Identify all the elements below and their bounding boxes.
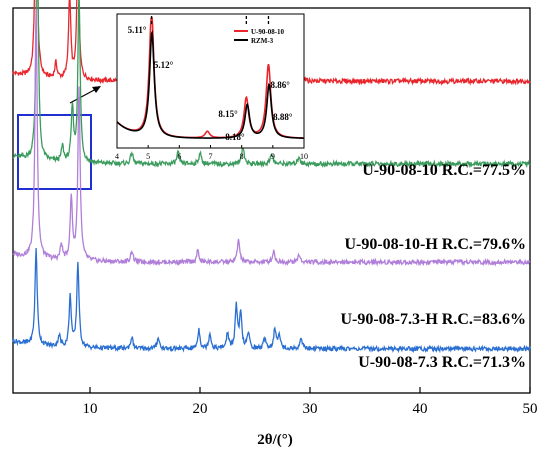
highlight-box	[17, 114, 92, 190]
x-axis-label: 2θ/(°)	[257, 432, 293, 448]
series-label: U-90-08-7.3 R.C.=71.3%	[358, 354, 526, 371]
zoom-arrow	[69, 87, 99, 104]
inset-annotation: 5.12°	[154, 60, 174, 70]
inset-annotation: 8.15°	[218, 109, 238, 119]
x-tick-label: 30	[303, 401, 318, 417]
inset-x-tick-label: 6	[177, 152, 181, 161]
inset-x-tick-label: 8	[240, 152, 244, 161]
series-label: U-90-08-10 R.C.=77.5%	[362, 162, 526, 179]
inset-x-tick-label: 10	[300, 152, 308, 161]
inset-line-RZM-3	[116, 29, 305, 139]
series-label: U-90-08-10-H R.C.=79.6%	[344, 236, 526, 253]
x-tick-label: 10	[83, 401, 98, 417]
series-labels: U-90-08-10 R.C.=77.5% U-90-08-10-H R.C.=7…	[340, 162, 526, 371]
series-label: U-90-08-7.3-H R.C.=83.6%	[340, 311, 526, 328]
inset-plot: 4 5 6 7 8 9 10 5.11° 5.12° 8.15° 8.18° 8.86° 8.88° U-…	[115, 13, 308, 161]
inset-x-tick-label: 5	[146, 152, 150, 161]
inset-x-tick-label: 9	[271, 152, 275, 161]
plot-frame	[12, 7, 531, 394]
series-line-U-90-08-7.3	[12, 248, 531, 354]
series-line-U-90-08-7.3-H	[12, 9, 531, 267]
inset-legend-label: RZM-3	[251, 37, 274, 45]
inset-annotation: 8.18°	[225, 132, 245, 142]
x-tick-label: 40	[413, 401, 428, 417]
inset-legend-label: U-90-08-10	[251, 28, 285, 36]
main-series-group	[12, 0, 531, 354]
zoom-arrowhead	[92, 86, 101, 93]
main-axes: 10 20 30 40 50	[12, 7, 538, 417]
series-line-U-90-08-10-H	[12, 0, 531, 169]
inset-annotation: 8.88°	[273, 112, 293, 122]
inset-x-tick-label: 7	[209, 152, 213, 161]
inset-x-tick-label: 4	[115, 152, 119, 161]
inset-annotation: 5.11°	[128, 25, 147, 35]
x-tick-label: 20	[193, 401, 208, 417]
inset-annotation: 8.86°	[270, 80, 290, 90]
x-tick-label: 50	[523, 401, 538, 417]
